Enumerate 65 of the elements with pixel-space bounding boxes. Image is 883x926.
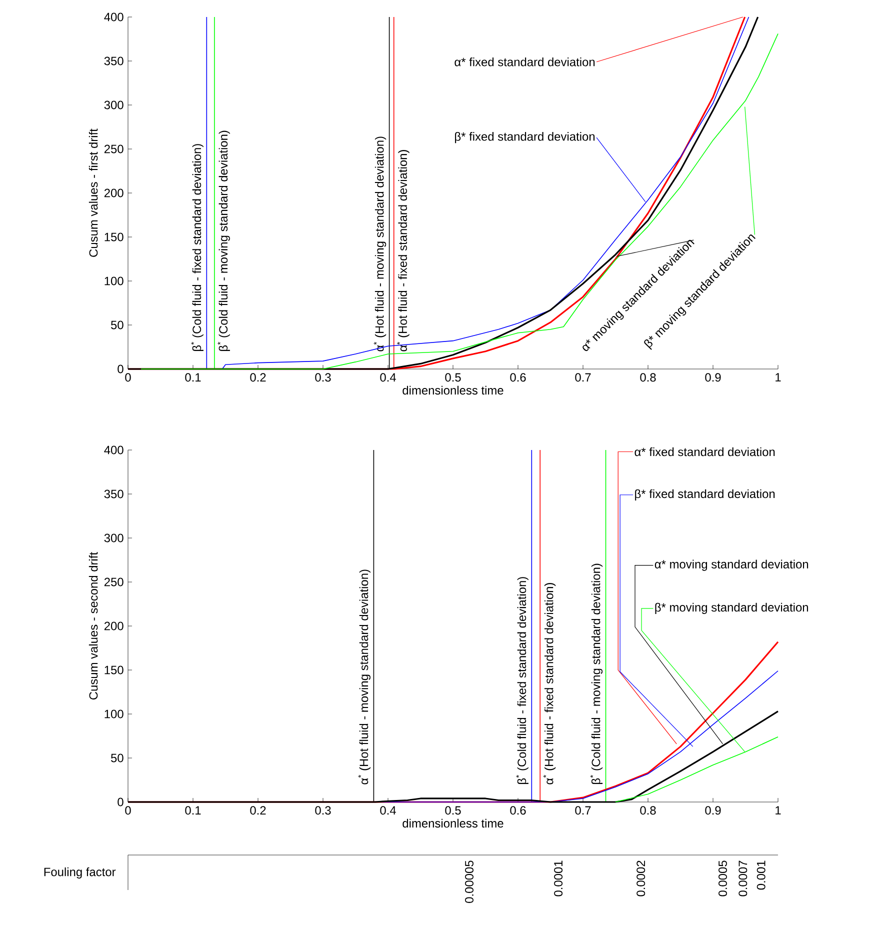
x-tick-label: 0.2 [250,806,266,815]
y-tick-label: 350 [104,490,124,498]
x-tick-label: 0 [125,806,131,815]
x-axis-title: dimensionless time [402,818,504,828]
x-tick-label: 1 [776,806,781,814]
ref-line-label: β$^{*}$ (Cold fluid - fixed standard deviation) [191,144,204,351]
x-tick-label: 0.8 [640,806,656,815]
y-axis-title: Cusum values - first drift [88,128,98,257]
text: 0.001 [756,860,766,890]
annotation: β* moving standard deviation [655,602,808,614]
ref-line-label: α$^{*}$ (Hot fluid - fixed standard deviation) [397,150,410,352]
x-tick-label: 0.4 [380,806,396,815]
y-tick-label: 50 [111,754,124,762]
y-tick-label: 50 [111,320,124,330]
x-axis-title: dimensionless time [402,386,504,395]
y-tick-label: 150 [104,232,124,242]
ref-line-label: α$^{*}$ (Hot fluid - moving standard deviation) [358,570,371,784]
x-tick-label: 0.9 [705,373,721,382]
text: 0.0007 [738,860,748,896]
y-axis-title: Cusum values - second drift [88,552,98,700]
x-tick-label: 0.6 [510,806,526,815]
y-tick-label: 100 [104,276,124,286]
x-tick-label: 0.7 [575,806,591,815]
x-tick-label: 0 [125,373,131,382]
y-tick-label: 0 [118,798,124,806]
ref-line-label: β$^{*}$ (Cold fluid - moving standard deviation) [590,564,603,784]
text: 0.00005 [465,860,474,903]
y-tick-label: 400 [104,12,124,22]
y-tick-label: 200 [104,188,124,198]
x-tick-label: 0.2 [250,373,266,382]
y-tick-label: 250 [104,144,124,154]
annotation: α* fixed standard deviation [634,447,775,456]
text: 0.0005 [718,860,727,896]
annotation: α* moving standard deviation [654,560,808,571]
x-tick-label: 0.1 [185,806,201,815]
annotation: β* fixed standard deviation [635,489,775,500]
x-tick-label: 0.7 [575,373,591,382]
y-tick-label: 300 [104,534,124,542]
x-tick-label: 0.1 [185,373,201,382]
text: Fouling factor [44,867,116,879]
annotation: α* fixed standard deviation [454,57,595,66]
x-tick-label: 0.6 [510,373,526,382]
ref-line-label: α$^{*}$ (Hot fluid - moving standard deviation) [374,136,386,352]
annotation: β* fixed standard deviation [455,132,595,144]
x-tick-label: 0.9 [705,806,721,815]
ref-line-label: α$^{*}$ (Hot fluid - fixed standard deviation) [543,583,556,784]
text: 0.0001 [554,860,563,896]
y-tick-label: 0 [118,364,124,374]
y-tick-label: 350 [104,56,124,66]
x-tick-label: 0.3 [315,373,331,382]
x-tick-label: 1 [776,373,781,382]
x-tick-label: 0.8 [640,373,656,382]
y-tick-label: 150 [104,666,124,674]
ref-line-label: β$^{*}$ (Cold fluid - fixed standard deviation) [516,577,528,784]
y-tick-label: 100 [104,710,124,718]
text: 0.0002 [636,860,646,896]
y-tick-label: 300 [104,100,124,110]
x-tick-label: 0.4 [380,373,396,382]
y-tick-label: 250 [104,578,124,586]
x-tick-label: 0.5 [445,806,461,815]
x-tick-label: 0.5 [445,373,461,382]
y-tick-label: 400 [104,446,124,454]
x-tick-label: 0.3 [315,806,331,815]
ref-line-label: β$^{*}$ (Cold fluid - moving standard deviation) [218,130,230,351]
y-tick-label: 200 [104,622,124,630]
